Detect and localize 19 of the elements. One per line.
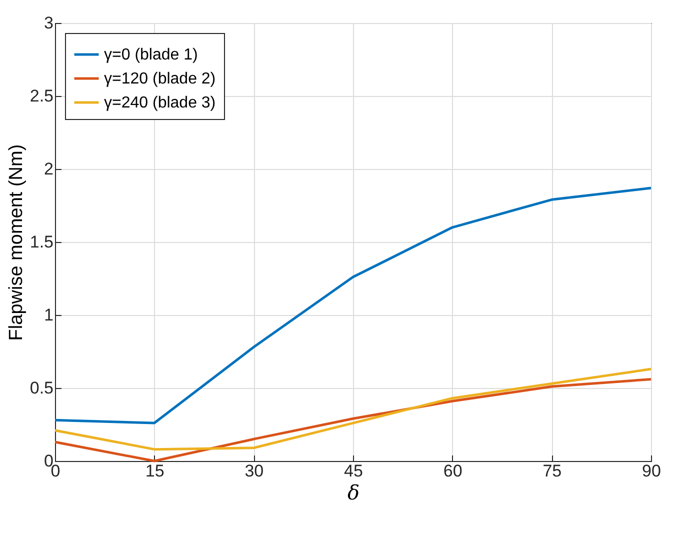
legend-label: γ=0 (blade 1) — [104, 46, 198, 64]
x-tick-label: 60 — [443, 462, 462, 480]
line-series — [54, 368, 652, 451]
y-tick-label: 0.5 — [30, 378, 54, 398]
x-tick-label: 30 — [244, 462, 264, 480]
x-axis-title: δ — [347, 480, 360, 504]
y-axis-title: Flapwise moment (Nm) — [6, 144, 27, 341]
legend-label: γ=240 (blade 3) — [104, 94, 216, 112]
x-tick-label: 15 — [145, 462, 164, 480]
y-tick-label: 2 — [44, 160, 54, 178]
y-tick-label: 3 — [44, 14, 54, 32]
line-series — [54, 186, 652, 424]
legend-label: γ=120 (blade 2) — [104, 70, 216, 88]
y-tick-label: 1 — [44, 306, 54, 324]
y-tick-label: 1.5 — [30, 232, 54, 252]
x-tick-label: 90 — [642, 462, 661, 480]
x-tick-label: 75 — [542, 462, 562, 480]
x-tick-label: 45 — [344, 462, 363, 480]
y-tick-label: 2.5 — [30, 86, 54, 106]
